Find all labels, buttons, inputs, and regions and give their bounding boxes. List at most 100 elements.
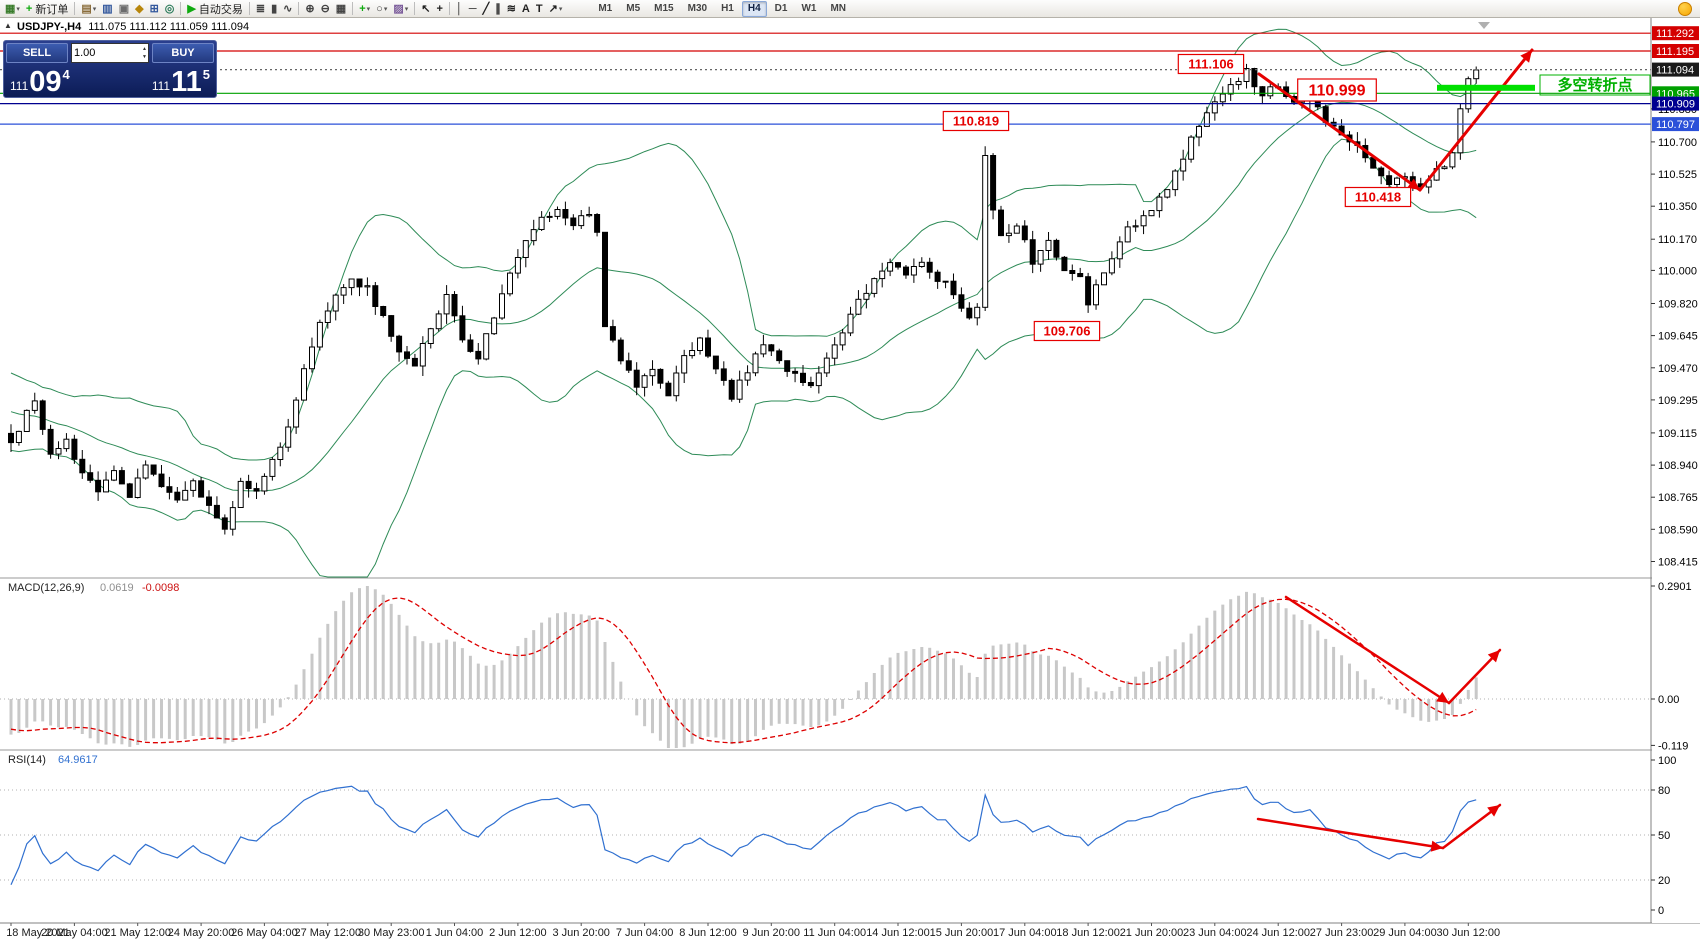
horizontal-line-icon[interactable]: ─	[468, 2, 477, 15]
price-axis[interactable]: 110.880110.700110.525110.350110.170110.0…	[1650, 18, 1700, 923]
buy-price: 111 11 5	[148, 63, 214, 97]
sell-price-big: 09	[29, 66, 62, 98]
volume-down-icon[interactable]: ▼	[142, 54, 147, 60]
svg-text:111.094: 111.094	[1656, 65, 1694, 77]
timeframe-h1[interactable]: H1	[721, 2, 734, 14]
macd-indicator	[9, 586, 1478, 748]
one-click-trading-panel: SELL ▲ ▼ BUY 111 09 4 111 11 5	[3, 40, 217, 98]
timeframe-h4[interactable]: H4	[741, 0, 767, 17]
timeframe-m30[interactable]: M30	[687, 2, 708, 14]
svg-text:27 Jun 23:00: 27 Jun 23:00	[1310, 927, 1374, 939]
data-window-icon[interactable]: ▣	[118, 2, 130, 15]
zoom-out-icon[interactable]: ⊖	[320, 2, 330, 15]
price-label-annotation[interactable]: 109.706	[1033, 320, 1101, 342]
svg-text:18 May 2021: 18 May 2021	[6, 927, 70, 939]
chart-title: USDJPY-,H4 111.075 111.112 111.059 111.09…	[17, 21, 249, 33]
toolbar-separator	[74, 2, 76, 15]
templates-icon[interactable]: ▨ ▾	[393, 2, 409, 15]
volume-input[interactable]	[72, 47, 134, 59]
svg-text:7 Jun 04:00: 7 Jun 04:00	[616, 927, 674, 939]
price-label-annotation[interactable]: 111.106	[1177, 53, 1245, 75]
line-chart-mode-icon[interactable]: ∿	[283, 2, 293, 15]
svg-text:0.00: 0.00	[1658, 694, 1679, 706]
zoom-in-icon[interactable]: ⊕	[305, 2, 315, 15]
svg-text:110.350: 110.350	[1658, 201, 1697, 213]
timeframe-mn[interactable]: MN	[830, 2, 847, 14]
new-chart-icon[interactable]: ▦ ▾	[5, 2, 20, 15]
timeframe-d1[interactable]: D1	[774, 2, 788, 14]
svg-text:20 May 04:00: 20 May 04:00	[41, 927, 108, 939]
trend-arrow-macd[interactable]	[1284, 595, 1502, 705]
sell-price-pipette: 4	[62, 67, 70, 82]
text-icon[interactable]: A	[521, 2, 530, 15]
bar-chart-mode-icon[interactable]: ≣	[255, 2, 266, 15]
bollinger-bands	[10, 28, 1477, 578]
indicators-icon[interactable]: + ▾	[359, 2, 371, 15]
timeframe-m1[interactable]: M1	[598, 2, 613, 14]
candlestick-mode-icon[interactable]: ▮	[271, 2, 278, 15]
equidistant-channel-icon[interactable]: ∥	[495, 2, 501, 15]
svg-text:110.999: 110.999	[1309, 83, 1366, 100]
mql5-community-icon[interactable]	[1678, 1, 1692, 16]
svg-text:21 Jun 20:00: 21 Jun 20:00	[1120, 927, 1184, 939]
turning-point-annotation[interactable]: 多空转折点	[1437, 74, 1651, 96]
vertical-line-icon[interactable]: │	[455, 2, 463, 15]
sell-button[interactable]: SELL	[6, 43, 68, 63]
svg-text:17 Jun 04:00: 17 Jun 04:00	[993, 927, 1057, 939]
svg-text:109.295: 109.295	[1658, 395, 1698, 407]
buy-button[interactable]: BUY	[152, 43, 214, 63]
svg-text:108.940: 108.940	[1658, 460, 1698, 472]
svg-text:109.470: 109.470	[1658, 363, 1698, 375]
trend-arrow-main[interactable]	[1257, 48, 1534, 192]
svg-text:2 Jun 12:00: 2 Jun 12:00	[489, 927, 547, 939]
volume-up-icon[interactable]: ▲	[142, 46, 147, 52]
one-click-collapse-icon[interactable]: ▲	[4, 21, 12, 30]
svg-text:-0.0098: -0.0098	[142, 582, 179, 594]
price-label-annotation[interactable]: 110.819	[942, 110, 1010, 132]
volume-box: ▲ ▼	[71, 43, 149, 63]
svg-text:0: 0	[1658, 905, 1664, 917]
svg-text:14 Jun 12:00: 14 Jun 12:00	[866, 927, 930, 939]
timeframe-w1[interactable]: W1	[801, 2, 817, 14]
cursor-icon[interactable]: ↖	[421, 2, 431, 15]
horizontal-line-objects[interactable]	[0, 32, 1651, 125]
price-label-annotation[interactable]: 110.999	[1297, 78, 1377, 102]
svg-text:0.2901: 0.2901	[1658, 581, 1692, 593]
market-watch-icon[interactable]: ▥	[102, 2, 113, 15]
indicator-labels: MACD(12,26,9) 0.0619 -0.0098 RSI(14) 64.9617	[8, 582, 179, 766]
svg-text:26 May 04:00: 26 May 04:00	[231, 927, 298, 939]
tile-windows-icon[interactable]: ▦	[335, 2, 347, 15]
buy-price-prefix: 111	[151, 79, 171, 93]
crosshair-icon[interactable]: +	[436, 2, 443, 15]
trendline-icon[interactable]: ╱	[482, 2, 490, 15]
arrows-tool-icon[interactable]: ↗ ▾	[548, 2, 563, 15]
timeframe-m5[interactable]: M5	[626, 2, 641, 14]
symbol-period-label: USDJPY-,H4	[17, 21, 82, 33]
chart-shift-marker	[1478, 22, 1490, 29]
svg-text:11 Jun 04:00: 11 Jun 04:00	[803, 927, 866, 939]
svg-text:110.418: 110.418	[1355, 190, 1401, 205]
strategy-tester-icon[interactable]: ◎	[164, 2, 175, 15]
profiles-icon[interactable]: ▤ ▾	[81, 2, 97, 15]
volume-spinner: ▲ ▼	[142, 45, 147, 61]
trend-arrow-rsi[interactable]	[1256, 803, 1502, 852]
navigator-icon[interactable]: ◆	[135, 2, 144, 15]
periods-icon[interactable]: ○ ▾	[376, 2, 388, 15]
terminal-icon[interactable]: ⊞	[149, 2, 159, 15]
svg-text:110.909: 110.909	[1656, 99, 1695, 111]
fibonacci-icon[interactable]: ≋	[506, 2, 516, 15]
timeframe-m15[interactable]: M15	[654, 2, 674, 14]
ohlc-readout: 111.075 111.112 111.059 111.094	[88, 21, 250, 33]
svg-text:-0.119: -0.119	[1658, 740, 1688, 752]
price-label-annotation[interactable]: 110.418	[1344, 186, 1412, 208]
svg-text:110.525: 110.525	[1658, 169, 1697, 181]
autotrading-icon[interactable]: ▶ 自动交易	[187, 2, 243, 16]
new-order-icon[interactable]: + 新订单	[25, 2, 69, 16]
svg-text:111.195: 111.195	[1656, 46, 1694, 58]
text-label-icon[interactable]: T	[535, 2, 543, 15]
sell-price-prefix: 111	[10, 79, 29, 93]
svg-text:3 Jun 20:00: 3 Jun 20:00	[552, 927, 610, 939]
